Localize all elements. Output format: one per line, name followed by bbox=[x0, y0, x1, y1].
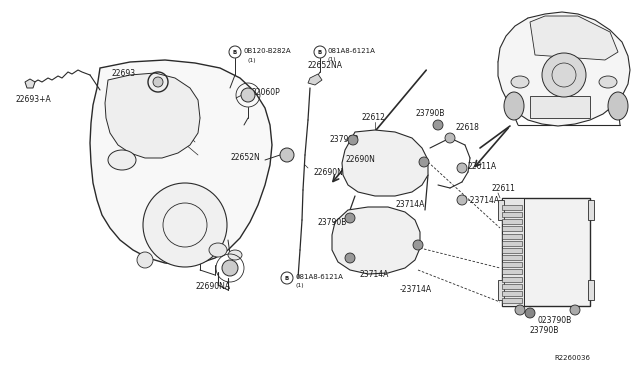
Polygon shape bbox=[90, 60, 272, 265]
Text: 22060P: 22060P bbox=[252, 88, 281, 97]
Circle shape bbox=[153, 77, 163, 87]
Circle shape bbox=[457, 163, 467, 173]
Text: 081A8-6121A: 081A8-6121A bbox=[295, 274, 343, 280]
Text: (1): (1) bbox=[328, 57, 337, 62]
Circle shape bbox=[241, 88, 255, 102]
Text: 22618: 22618 bbox=[456, 123, 480, 132]
Bar bbox=[502, 248, 522, 253]
Text: 23790B: 23790B bbox=[318, 218, 348, 227]
Text: 23714A: 23714A bbox=[360, 270, 389, 279]
Bar bbox=[530, 96, 590, 118]
Ellipse shape bbox=[228, 250, 242, 260]
Text: 22693+A: 22693+A bbox=[15, 95, 51, 104]
Text: 22690N: 22690N bbox=[345, 155, 375, 164]
Bar bbox=[502, 255, 522, 260]
Circle shape bbox=[143, 183, 227, 267]
Text: 22652N: 22652N bbox=[230, 153, 260, 161]
Ellipse shape bbox=[608, 92, 628, 120]
Text: 22612: 22612 bbox=[362, 113, 386, 122]
Circle shape bbox=[345, 253, 355, 263]
Circle shape bbox=[137, 252, 153, 268]
Text: 22693: 22693 bbox=[112, 69, 136, 78]
Circle shape bbox=[222, 260, 238, 276]
Circle shape bbox=[314, 46, 326, 58]
Circle shape bbox=[348, 135, 358, 145]
Bar bbox=[502, 241, 522, 246]
Text: 22611A: 22611A bbox=[468, 162, 497, 171]
Text: 22690N: 22690N bbox=[313, 168, 343, 177]
Polygon shape bbox=[530, 16, 618, 60]
Circle shape bbox=[542, 53, 586, 97]
Bar bbox=[588, 200, 594, 220]
Text: B: B bbox=[318, 49, 322, 55]
Circle shape bbox=[345, 213, 355, 223]
Text: 23790B: 23790B bbox=[530, 326, 559, 335]
Polygon shape bbox=[342, 130, 428, 196]
Bar bbox=[502, 219, 522, 224]
Ellipse shape bbox=[108, 150, 136, 170]
Text: 23790B: 23790B bbox=[415, 109, 444, 118]
Bar bbox=[502, 269, 522, 275]
Text: B: B bbox=[285, 276, 289, 280]
Text: (1): (1) bbox=[248, 58, 257, 63]
Bar bbox=[588, 280, 594, 300]
Circle shape bbox=[419, 157, 429, 167]
Text: 23714A: 23714A bbox=[395, 200, 424, 209]
Bar bbox=[502, 198, 524, 306]
Polygon shape bbox=[25, 79, 35, 88]
Polygon shape bbox=[498, 12, 630, 126]
Circle shape bbox=[525, 308, 535, 318]
Text: 023790B: 023790B bbox=[538, 316, 572, 325]
Text: 0B120-B282A: 0B120-B282A bbox=[243, 48, 291, 54]
Circle shape bbox=[515, 305, 525, 315]
Text: 23790B: 23790B bbox=[330, 135, 360, 144]
Circle shape bbox=[229, 46, 241, 58]
Text: 081A8-6121A: 081A8-6121A bbox=[328, 48, 376, 54]
Bar bbox=[502, 284, 522, 289]
Ellipse shape bbox=[504, 92, 524, 120]
Bar bbox=[502, 205, 522, 210]
Text: 22611: 22611 bbox=[492, 184, 516, 193]
Circle shape bbox=[445, 133, 455, 143]
Circle shape bbox=[457, 195, 467, 205]
Text: -23714A: -23714A bbox=[400, 285, 432, 294]
Circle shape bbox=[280, 148, 294, 162]
Bar bbox=[498, 280, 504, 300]
Text: (1): (1) bbox=[295, 283, 303, 288]
Bar bbox=[502, 198, 590, 306]
Text: R2260036: R2260036 bbox=[554, 355, 590, 361]
Ellipse shape bbox=[209, 243, 227, 257]
Bar bbox=[502, 212, 522, 217]
Polygon shape bbox=[105, 73, 200, 158]
Bar bbox=[502, 291, 522, 296]
Bar bbox=[502, 234, 522, 238]
Polygon shape bbox=[332, 207, 420, 274]
Text: -23714A: -23714A bbox=[468, 196, 500, 205]
Text: 22652NA: 22652NA bbox=[308, 61, 343, 70]
Circle shape bbox=[570, 305, 580, 315]
Polygon shape bbox=[308, 74, 322, 85]
Circle shape bbox=[413, 240, 423, 250]
Bar bbox=[498, 200, 504, 220]
Ellipse shape bbox=[511, 76, 529, 88]
Bar bbox=[502, 262, 522, 267]
Bar bbox=[502, 276, 522, 282]
Text: 22690NA: 22690NA bbox=[195, 282, 230, 291]
Bar bbox=[502, 227, 522, 231]
Circle shape bbox=[433, 120, 443, 130]
Circle shape bbox=[281, 272, 293, 284]
Bar bbox=[502, 298, 522, 303]
Text: B: B bbox=[233, 49, 237, 55]
Ellipse shape bbox=[599, 76, 617, 88]
